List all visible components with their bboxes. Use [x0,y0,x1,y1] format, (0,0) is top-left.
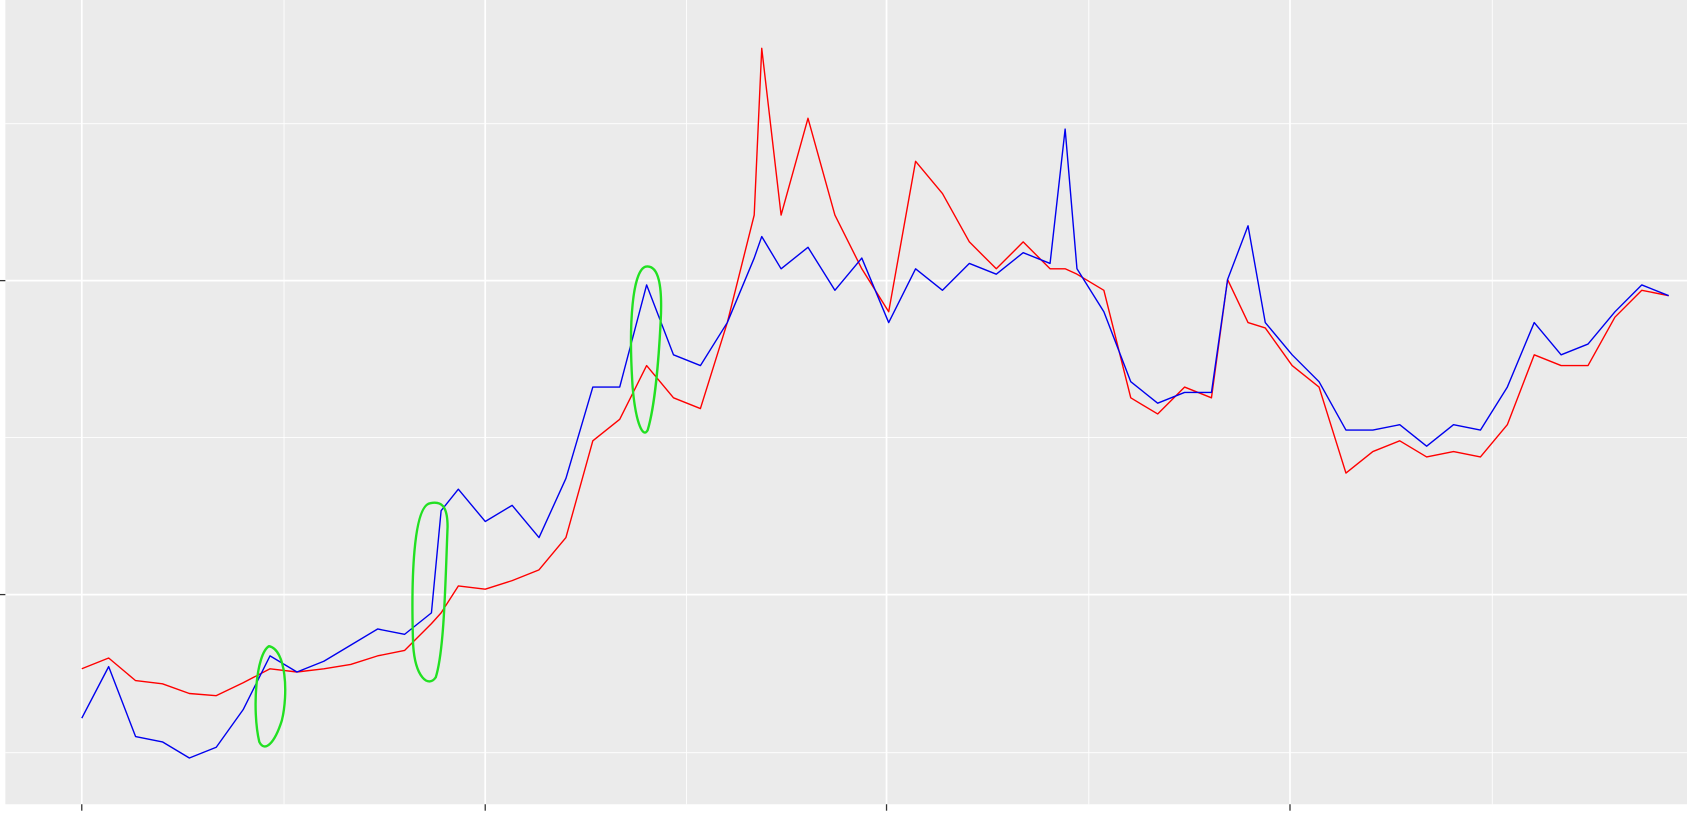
highlight-circle [254,644,287,748]
grid [5,0,1687,805]
lines [81,47,1669,759]
axes [0,279,1291,811]
annotations [254,265,663,748]
highlight-circle [411,501,449,683]
highlight-circle [629,265,663,434]
series-line [81,128,1669,759]
